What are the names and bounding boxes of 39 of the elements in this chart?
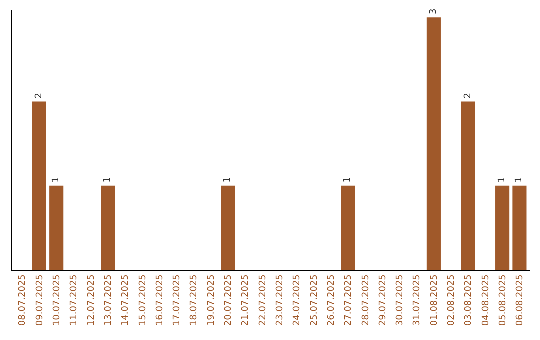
data-label: 1 [498, 177, 508, 183]
x-tick-label: 05.08.2025 [498, 274, 508, 326]
x-tick-label: 08.07.2025 [18, 274, 28, 326]
data-label: 3 [428, 8, 439, 15]
x-tick-label: 27.07.2025 [344, 274, 354, 326]
x-tick-label: 26.07.2025 [326, 274, 337, 326]
data-label: 1 [223, 177, 234, 183]
x-tick-label: 11.07.2025 [70, 274, 80, 326]
x-tick-label: 14.07.2025 [121, 274, 132, 326]
x-tick-label: 01.08.2025 [430, 274, 440, 326]
x-tick-label: 31.07.2025 [412, 274, 423, 326]
x-tick-label: 21.07.2025 [241, 274, 252, 326]
x-tick-label: 28.07.2025 [361, 274, 372, 326]
x-tick-label: 25.07.2025 [310, 274, 320, 326]
data-label: 2 [463, 92, 474, 99]
x-tick-label: 12.07.2025 [86, 274, 97, 326]
x-tick-label: 09.07.2025 [35, 274, 46, 326]
x-tick-label: 03.08.2025 [464, 274, 474, 326]
x-tick-label: 29.07.2025 [378, 274, 388, 326]
x-tick-label: 17.07.2025 [172, 274, 183, 326]
x-tick-label: 16.07.2025 [155, 274, 166, 326]
x-tick-label: 19.07.2025 [206, 274, 217, 326]
data-label: 1 [514, 177, 525, 183]
x-tick-label: 13.07.2025 [104, 274, 114, 326]
x-tick-label: 02.08.2025 [447, 274, 458, 326]
x-tick-label: 30.07.2025 [396, 274, 406, 326]
data-label: 1 [103, 177, 114, 183]
data-label: 1 [52, 177, 62, 183]
x-tick-label: 24.07.2025 [292, 274, 303, 326]
x-tick-label: 20.07.2025 [224, 274, 234, 326]
x-tick-label: 15.07.2025 [138, 274, 148, 326]
data-label: 1 [343, 177, 354, 183]
x-tick-label: 10.07.2025 [52, 274, 63, 326]
data-label: 2 [34, 92, 44, 99]
x-tick-label: 23.07.2025 [276, 274, 286, 326]
x-tick-label: 18.07.2025 [190, 274, 200, 326]
x-tick-label: 06.08.2025 [516, 274, 526, 326]
x-tick-label: 22.07.2025 [258, 274, 268, 326]
x-tick-label: 04.08.2025 [481, 274, 492, 326]
